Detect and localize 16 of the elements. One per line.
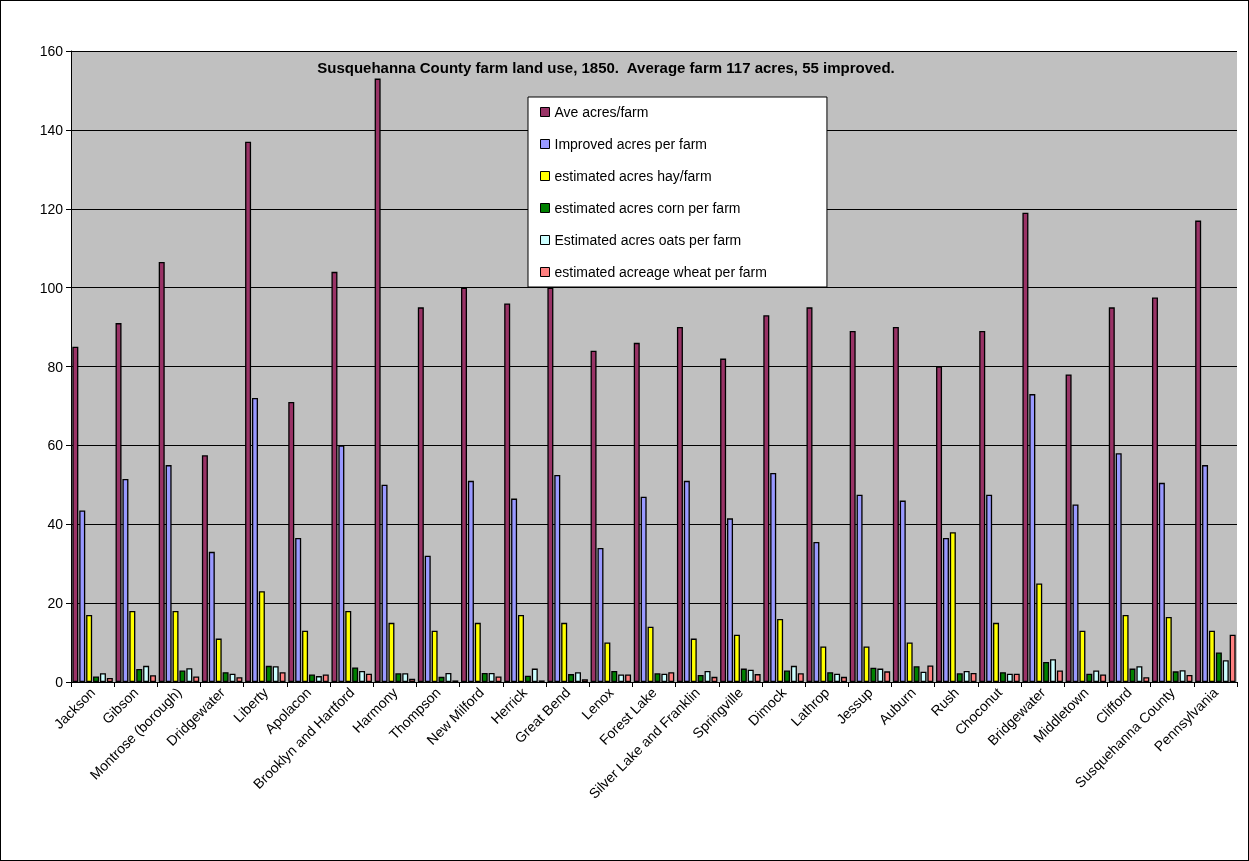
text: Susquehanna County farm land use, 1850. Average farm 117 acres, 55 improved. (317, 59, 895, 76)
y-tick-label: 100 (39, 279, 64, 296)
legend-label: Improved acres per farm (554, 136, 707, 152)
legend-label: estimated acres hay/farm (554, 168, 712, 184)
y-tick-label: 40 (47, 516, 64, 533)
y-tick-label: 60 (47, 437, 64, 454)
y-tick-label: 20 (47, 595, 64, 612)
legend-label: estimated acreage wheat per farm (554, 264, 767, 280)
y-tick-label: 160 (39, 43, 64, 59)
legend-label: Ave acres/farm (554, 104, 649, 120)
y-tick-label: 140 (39, 121, 64, 138)
y-tick-label: 80 (47, 358, 64, 375)
legend-label: Estimated acres oats per farm (554, 232, 742, 248)
y-tick-label: 120 (39, 200, 64, 217)
y-tick-label: 0 (55, 674, 64, 690)
legend-label: estimated acres corn per farm (554, 200, 741, 216)
